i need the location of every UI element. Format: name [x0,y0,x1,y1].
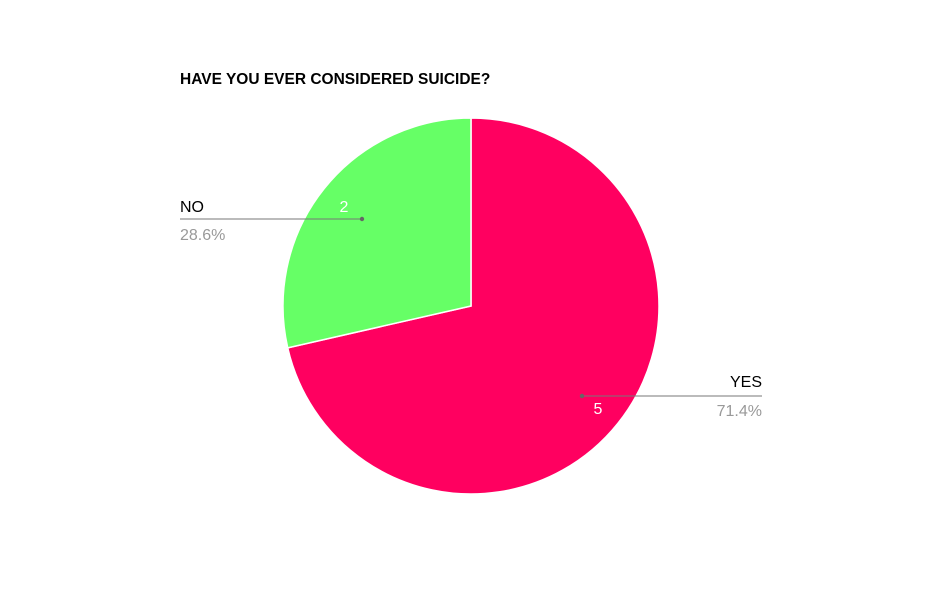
category-label-yes: YES [730,374,762,391]
callout-dot-no [359,216,365,222]
percent-label-yes: 71.4% [717,403,762,420]
value-label-yes: 5 [594,401,603,418]
pie-slice-yes [286,117,660,495]
chart-title: HAVE YOU EVER CONSIDERED SUICIDE? [180,71,491,88]
percent-label-no: 28.6% [180,227,225,244]
pie-slice-no [282,117,472,349]
callout-dot-yes [579,393,585,399]
value-label-no: 2 [340,199,349,216]
category-label-no: NO [180,199,204,216]
